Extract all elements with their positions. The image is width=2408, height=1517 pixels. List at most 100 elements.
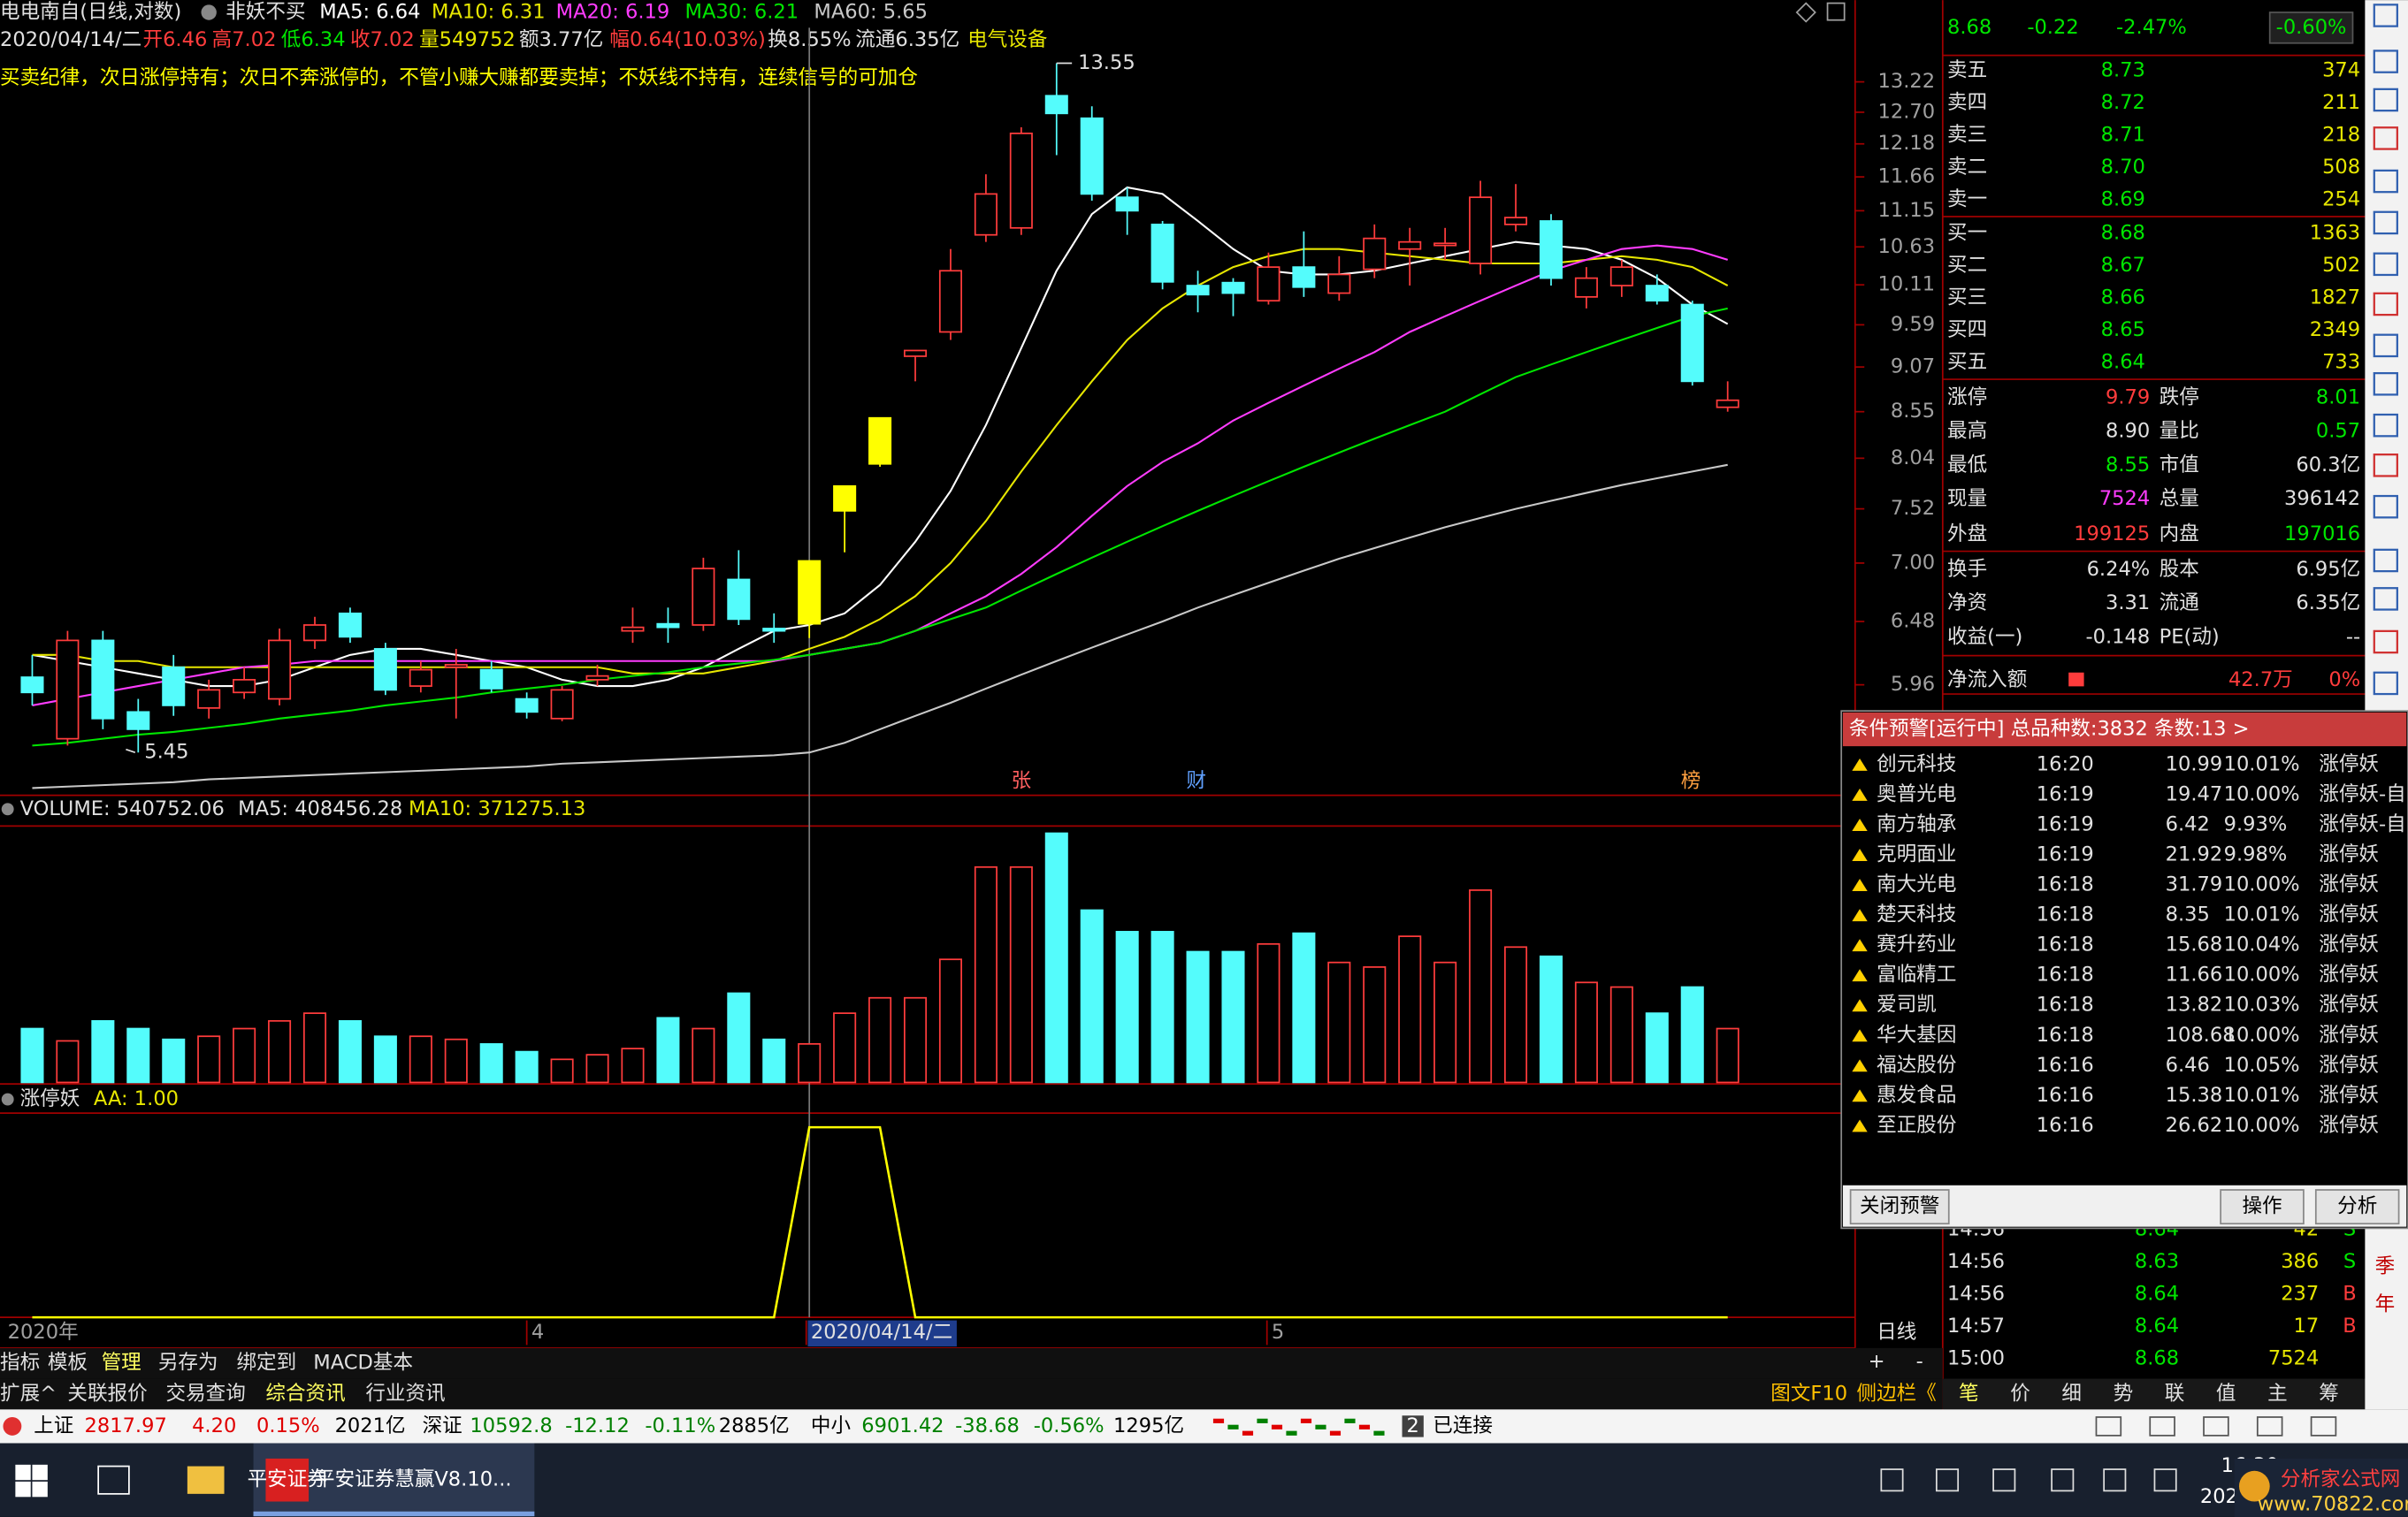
- button[interactable]: 关闭预警: [1860, 1195, 1939, 1218]
- candle-body: [409, 668, 432, 687]
- side-icon[interactable]: [2373, 494, 2398, 519]
- volume-bar: [727, 992, 751, 1084]
- volume-bar: [515, 1050, 539, 1084]
- side-icon[interactable]: [2373, 252, 2398, 277]
- icon: [201, 4, 217, 20]
- label: MA60: 5.65: [814, 1, 928, 24]
- side-icon[interactable]: [2373, 126, 2398, 150]
- side-icon[interactable]: [2373, 50, 2398, 73]
- label: 10.99: [2166, 752, 2223, 775]
- label: 买三: [1947, 286, 1987, 309]
- label: 卖二: [1947, 156, 1987, 179]
- side-icon[interactable]: [2373, 4, 2398, 27]
- label: 10.05%: [2224, 1054, 2300, 1077]
- label: 涨停妖: [2319, 1084, 2379, 1107]
- label: 237: [2281, 1283, 2319, 1306]
- side-icon[interactable]: [2373, 413, 2398, 438]
- side-icon[interactable]: [2373, 629, 2398, 654]
- label: 买一: [1947, 222, 1987, 245]
- button[interactable]: 操作: [2242, 1195, 2282, 1218]
- button[interactable]: -: [1916, 1350, 1923, 1373]
- date-highlight: [807, 1320, 957, 1347]
- alert-icon: [1852, 1089, 1868, 1102]
- candle-body: [974, 193, 998, 236]
- app-title[interactable]: 平安证券慧赢V8.10...: [315, 1468, 512, 1491]
- tab[interactable]: 笔: [1959, 1382, 1979, 1405]
- tab[interactable]: 筹: [2319, 1382, 2339, 1405]
- label: 60.3亿: [2296, 454, 2360, 476]
- volume-bar: [1539, 955, 1563, 1084]
- tray-icon: [1935, 1468, 1960, 1492]
- tab[interactable]: 联: [2165, 1382, 2185, 1405]
- label: MA5: 6.64: [319, 1, 420, 24]
- tab[interactable]: 势: [2114, 1382, 2134, 1405]
- label: 6901.42: [861, 1414, 944, 1437]
- side-icon[interactable]: [2373, 454, 2398, 477]
- tab[interactable]: 绑定到: [236, 1352, 296, 1375]
- volume-bar: [868, 996, 892, 1084]
- button[interactable]: 分析: [2337, 1195, 2377, 1218]
- annotation-line: [126, 748, 136, 754]
- label: 股本: [2160, 558, 2199, 581]
- tab[interactable]: 综合资讯: [265, 1382, 345, 1405]
- label: 涨停妖: [2319, 1024, 2379, 1047]
- alert-icon: [1852, 909, 1868, 922]
- tab[interactable]: 细: [2061, 1382, 2082, 1405]
- tray-icon: [1992, 1468, 2016, 1492]
- ma-line: [32, 463, 1728, 789]
- windows-logo: [32, 1464, 48, 1481]
- volume-bar: [833, 1012, 857, 1084]
- candle-body: [268, 639, 292, 700]
- tab[interactable]: 价: [2010, 1382, 2030, 1405]
- tab[interactable]: 值: [2216, 1382, 2236, 1405]
- side-icon[interactable]: [2373, 587, 2398, 611]
- side-icon[interactable]: [2373, 292, 2398, 316]
- tab[interactable]: 另存为: [158, 1352, 218, 1375]
- label: 华大基因: [1877, 1024, 1956, 1047]
- side-icon[interactable]: [2373, 210, 2398, 235]
- status-icon: [3, 1417, 22, 1436]
- alert-icon: [1852, 1059, 1868, 1072]
- tab[interactable]: 行业资讯: [365, 1382, 445, 1405]
- y-tick-label: 12.18: [1878, 132, 1936, 155]
- tab[interactable]: 管理: [102, 1352, 141, 1375]
- tab[interactable]: MACD基本: [313, 1352, 413, 1375]
- tab[interactable]: 主: [2267, 1382, 2288, 1405]
- y-tick-label: 10.63: [1878, 235, 1936, 258]
- label: 16:16: [2037, 1114, 2094, 1137]
- tab[interactable]: 关联报价: [67, 1382, 147, 1405]
- status-mini: [1286, 1430, 1297, 1436]
- label: 1295亿: [1113, 1414, 1184, 1437]
- side-icon[interactable]: [2373, 333, 2398, 358]
- marker: 张: [1012, 770, 1032, 793]
- volume-bar: [974, 865, 998, 1084]
- alert-icon: [1852, 789, 1868, 801]
- tabs-bg: [1942, 1378, 2408, 1410]
- label: MA10: 6.31: [432, 1, 546, 24]
- candle-body: [868, 416, 892, 465]
- watermark: www.70822.com: [2258, 1492, 2408, 1515]
- tab[interactable]: 指标: [0, 1352, 40, 1375]
- volume-bar: [162, 1038, 186, 1084]
- label: 4.20: [192, 1414, 236, 1437]
- volume-bar: [1504, 946, 1528, 1084]
- label: 10.00%: [2224, 1024, 2300, 1047]
- volume-bar: [656, 1017, 680, 1084]
- label: 收7.02: [350, 28, 415, 51]
- side-icon[interactable]: [2373, 371, 2398, 396]
- button[interactable]: +: [1869, 1350, 1885, 1373]
- tab[interactable]: 交易查询: [166, 1382, 246, 1405]
- label: 爱司凯: [1877, 994, 1937, 1017]
- tab[interactable]: 模板: [48, 1352, 88, 1375]
- tab[interactable]: 扩展^: [0, 1382, 57, 1405]
- label: 218: [2322, 123, 2360, 146]
- candle-body: [1009, 133, 1033, 229]
- side-icon[interactable]: [2373, 88, 2398, 112]
- tab[interactable]: 侧边栏《: [1857, 1382, 1937, 1405]
- side-icon[interactable]: [2373, 671, 2398, 696]
- tab[interactable]: 图文F10: [1770, 1382, 1847, 1405]
- label: 16:18: [2037, 964, 2094, 987]
- side-icon[interactable]: [2373, 169, 2398, 194]
- y-tick-label: 11.15: [1878, 199, 1936, 222]
- side-icon[interactable]: [2373, 548, 2398, 573]
